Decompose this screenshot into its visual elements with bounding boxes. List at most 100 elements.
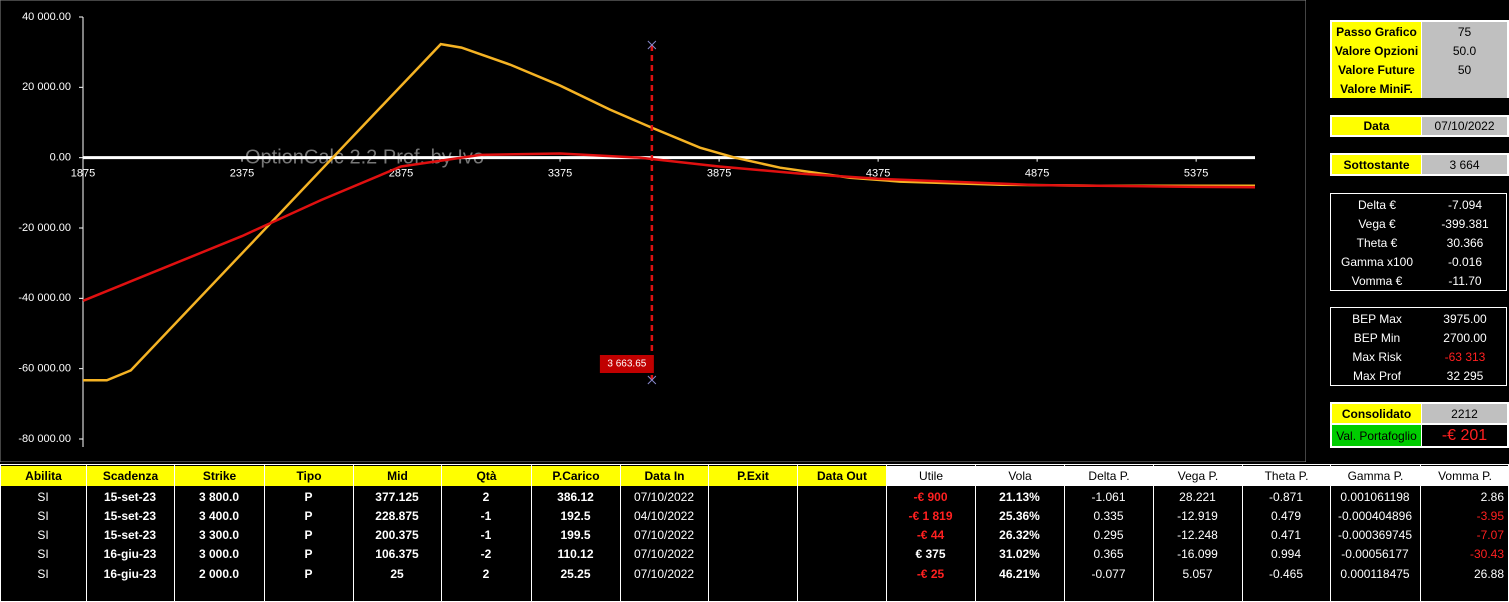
table-cell: 07/10/2022 xyxy=(633,566,695,581)
table-cell: -€ 25 xyxy=(916,566,945,581)
x-tick-label: 1875 xyxy=(71,168,95,180)
table-cell xyxy=(798,506,885,525)
table-cell: -0.465 xyxy=(1268,566,1304,581)
table-cell: 46.21% xyxy=(999,566,1040,581)
table-cell: -€ 1 819 xyxy=(908,508,953,523)
column-header: Data Out xyxy=(798,466,886,486)
column-header: P.Exit xyxy=(709,466,797,486)
payoff-line xyxy=(82,152,1256,302)
bep-value: -63 313 xyxy=(1444,349,1486,364)
table-cell: 07/10/2022 xyxy=(633,547,695,562)
table-cell: 3 800.0 xyxy=(198,489,240,504)
table-cell xyxy=(798,487,885,506)
table-cell: 200.375 xyxy=(375,528,419,543)
table-cell: 192.5 xyxy=(560,508,591,523)
table-cell: 15-set-23 xyxy=(103,508,157,523)
consolidated-value: 2212 xyxy=(1422,404,1507,423)
y-tick-label: 20 000.00 xyxy=(22,81,71,93)
x-tick-label: 4375 xyxy=(866,168,890,180)
table-cell xyxy=(709,564,796,583)
column-header: Qtà xyxy=(442,466,531,486)
consolidated-label: Consolidato xyxy=(1332,404,1421,423)
portfolio-value: -€ 201 xyxy=(1422,425,1507,446)
data-label: Data xyxy=(1332,117,1421,135)
table-cell: SI xyxy=(37,566,49,581)
table-cell: -3.95 xyxy=(1476,508,1504,523)
bep-label: BEP Max xyxy=(1352,311,1402,326)
table-cell: 2 xyxy=(482,566,490,581)
greeks-box xyxy=(1330,193,1507,291)
table-cell: 199.5 xyxy=(560,528,591,543)
setting-value: 75 xyxy=(1422,22,1507,41)
cursor-label-box xyxy=(599,355,654,373)
table-cell: 25.36% xyxy=(999,508,1040,523)
table-cell: -1 xyxy=(480,528,492,543)
table-cell: 2 000.0 xyxy=(198,566,240,581)
table-cell xyxy=(709,506,796,525)
x-tick-label: 4875 xyxy=(1025,168,1049,180)
bep-value: 32 295 xyxy=(1446,368,1484,383)
setting-label: Valore Opzioni xyxy=(1332,41,1421,60)
table-cell: 110.12 xyxy=(557,547,594,562)
table-cell: SI xyxy=(37,547,49,562)
table-cell: 0.365 xyxy=(1093,547,1124,562)
table-cell: -12.248 xyxy=(1177,528,1218,543)
x-tick-label: 5375 xyxy=(1184,168,1208,180)
data-value: 07/10/2022 xyxy=(1422,117,1507,135)
greeks-value: -11.70 xyxy=(1448,273,1482,288)
greeks-value: 30.366 xyxy=(1446,235,1484,250)
column-divider xyxy=(1420,464,1421,602)
table-cell: 386.12 xyxy=(557,489,594,504)
table-cell: -1.061 xyxy=(1091,489,1126,504)
table-cell: 04/10/2022 xyxy=(633,508,695,523)
column-header: Data In xyxy=(621,466,708,486)
x-tick-label: 2375 xyxy=(230,168,254,180)
greeks-label: Vega € xyxy=(1358,216,1396,231)
x-tick-label: 3375 xyxy=(548,168,572,180)
table-cell: -2 xyxy=(480,547,492,562)
column-header: P.Carico xyxy=(532,466,620,486)
table-cell: -0.871 xyxy=(1268,489,1304,504)
y-tick-label: 40 000.00 xyxy=(22,11,71,23)
column-header: Abilita xyxy=(1,466,86,486)
column-header: Vega P. xyxy=(1154,466,1242,486)
table-cell: 25 xyxy=(390,566,404,581)
column-divider xyxy=(797,464,798,602)
greeks-value: -0.016 xyxy=(1447,254,1483,269)
table-cell: -0.00056177 xyxy=(1341,547,1409,562)
column-divider xyxy=(1153,464,1154,602)
table-cell: 26.32% xyxy=(999,528,1040,543)
x-tick-label: 2875 xyxy=(389,168,413,180)
table-cell: SI xyxy=(37,528,49,543)
table-cell: 07/10/2022 xyxy=(633,528,695,543)
table-cell xyxy=(709,487,796,506)
column-header: Theta P. xyxy=(1243,466,1330,486)
table-cell: P xyxy=(304,489,313,504)
table-cell: 3 000.0 xyxy=(198,547,240,562)
setting-label: Valore MiniF. xyxy=(1332,79,1421,98)
y-tick-label: -20 000.00 xyxy=(18,222,71,234)
table-cell: 15-set-23 xyxy=(103,489,157,504)
payoff-line xyxy=(83,42,1255,382)
bep-value: 2700.00 xyxy=(1443,330,1487,345)
table-cell: 15-set-23 xyxy=(103,528,157,543)
underlying-label: Sottostante xyxy=(1332,155,1421,174)
table-cell xyxy=(709,545,796,564)
table-cell: 0.295 xyxy=(1093,528,1124,543)
table-cell: -7.07 xyxy=(1476,528,1504,543)
column-divider xyxy=(86,464,87,602)
table-cell: 0.471 xyxy=(1270,528,1302,543)
bep-label: Max Risk xyxy=(1352,349,1402,364)
column-divider xyxy=(1064,464,1065,602)
y-tick-label: -80 000.00 xyxy=(18,433,71,445)
column-header: Scadenza xyxy=(87,466,174,486)
column-divider xyxy=(708,464,709,602)
column-divider xyxy=(531,464,532,602)
table-cell: 0.001061198 xyxy=(1340,489,1410,504)
table-cell: -0.000369745 xyxy=(1337,528,1413,543)
table-cell: 2.86 xyxy=(1480,489,1504,504)
table-cell: -12.919 xyxy=(1177,508,1218,523)
column-divider xyxy=(975,464,976,602)
y-tick-label: -60 000.00 xyxy=(18,363,71,375)
